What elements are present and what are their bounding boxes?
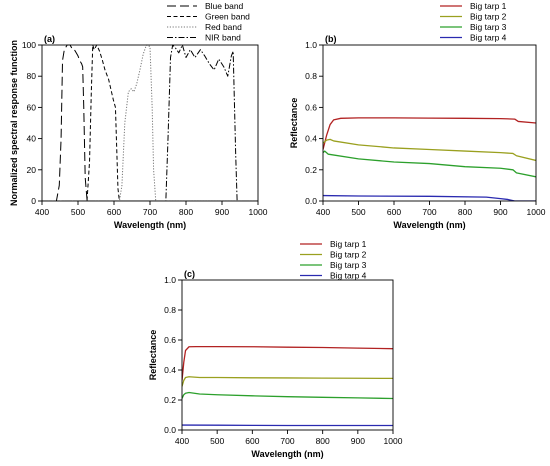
legend-label: Big tarp 4 — [330, 271, 367, 281]
series-group — [182, 345, 393, 427]
chart-panel-2: 400 500 600 700 800 900 1000 0.0 0.2 0.4 0.6 0.8 1.0… — [289, 1, 546, 230]
series-line-1-3 — [42, 44, 258, 201]
x-tick-label: 1000 — [527, 207, 546, 217]
x-tick-label: 500 — [71, 207, 85, 217]
y-tick-label: 40 — [27, 134, 37, 144]
x-tick-label: 600 — [245, 436, 259, 446]
y-tick-label: 0.8 — [164, 305, 176, 315]
legend-label: NIR band — [205, 33, 241, 43]
series-group — [42, 44, 258, 201]
x-tick-label: 1000 — [384, 436, 403, 446]
y-tick-label: 0.8 — [305, 71, 317, 81]
legend-label: Green band — [205, 12, 250, 22]
y-tick-label: 60 — [27, 102, 37, 112]
x-tick-label: 700 — [280, 436, 294, 446]
y-tick-label: 0 — [31, 196, 36, 206]
plot-frame — [41, 44, 259, 202]
x-tick-label: 700 — [143, 207, 157, 217]
y-tick-label: 0.2 — [164, 395, 176, 405]
series-line-2-2 — [323, 138, 536, 162]
x-axis-label: Wavelength (nm) — [393, 220, 465, 230]
series-line-3-2 — [182, 376, 393, 387]
y-axis-label: Normalized spectral response function — [9, 40, 19, 206]
legend-label: Big tarp 2 — [330, 250, 367, 260]
x-tick-label: 900 — [351, 436, 365, 446]
series-line-2-1 — [323, 117, 536, 150]
legend-label: Big tarp 3 — [470, 22, 507, 32]
y-tick-label: 0.4 — [305, 134, 317, 144]
y-tick-label: 20 — [27, 165, 37, 175]
series-line-1-1 — [42, 44, 258, 201]
x-tick-label: 600 — [107, 207, 121, 217]
y-tick-label: 100 — [22, 40, 36, 50]
legend-label: Big tarp 1 — [470, 1, 507, 11]
plot-frame — [181, 279, 394, 431]
series-line-1-2 — [42, 44, 258, 201]
x-tick-label: 500 — [210, 436, 224, 446]
y-tick-label: 0.0 — [164, 425, 176, 435]
legend-label: Big tarp 2 — [470, 12, 507, 22]
legend-label: Red band — [205, 22, 242, 32]
series-group — [323, 117, 536, 201]
x-tick-label: 800 — [458, 207, 472, 217]
x-axis-label: Wavelength (nm) — [251, 449, 323, 459]
x-axis-label: Wavelength (nm) — [114, 220, 186, 230]
y-tick-label: 0.6 — [305, 102, 317, 112]
legend-label: Big tarp 3 — [330, 260, 367, 270]
y-axis-label: Reflectance — [289, 98, 299, 149]
series-line-2-3 — [323, 150, 536, 178]
legend-label: Big tarp 4 — [470, 33, 507, 43]
series-line-3-3 — [182, 391, 393, 400]
y-tick-label: 0.4 — [164, 365, 176, 375]
x-tick-label: 400 — [35, 207, 49, 217]
chart-panel-3: 400 500 600 700 800 900 1000 0.0 0.2 0.4 0.6 0.8 1.0… — [148, 239, 403, 459]
x-tick-label: 400 — [316, 207, 330, 217]
y-tick-label: 80 — [27, 71, 37, 81]
series-line-3-1 — [182, 345, 393, 381]
panel-label: (b) — [325, 34, 337, 44]
panel-label: (a) — [44, 34, 55, 44]
y-tick-label: 1.0 — [164, 275, 176, 285]
x-tick-label: 500 — [351, 207, 365, 217]
y-tick-label: 1.0 — [305, 40, 317, 50]
x-tick-label: 900 — [215, 207, 229, 217]
legend-label: Big tarp 1 — [330, 239, 367, 249]
x-tick-label: 1000 — [249, 207, 268, 217]
x-tick-label: 900 — [493, 207, 507, 217]
y-tick-label: 0.2 — [305, 165, 317, 175]
y-axis-label: Reflectance — [148, 330, 158, 381]
legend-label: Blue band — [205, 1, 244, 11]
x-tick-label: 700 — [422, 207, 436, 217]
x-tick-label: 600 — [387, 207, 401, 217]
x-tick-label: 400 — [175, 436, 189, 446]
x-tick-label: 800 — [316, 436, 330, 446]
y-tick-label: 0.0 — [305, 196, 317, 206]
chart-panel-1: 400 500 600 700 800 900 1000 0 20 40 60 80 100 Wavele… — [9, 1, 268, 230]
panel-label: (c) — [184, 269, 195, 279]
series-line-1-4 — [42, 44, 258, 201]
plot-frame — [322, 44, 537, 202]
series-line-2-4 — [323, 194, 536, 201]
x-tick-label: 800 — [179, 207, 193, 217]
y-tick-label: 0.6 — [164, 335, 176, 345]
